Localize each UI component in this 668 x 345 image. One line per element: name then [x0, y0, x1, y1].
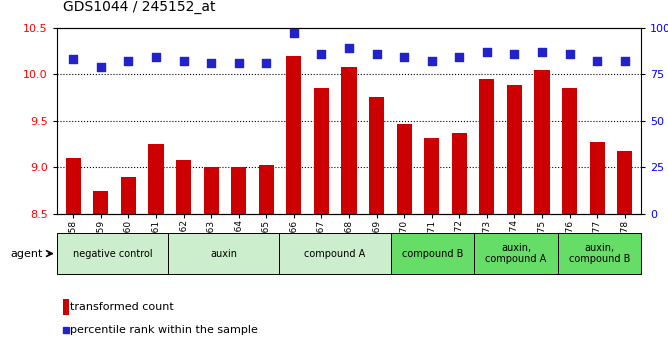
- Bar: [259, 165, 274, 214]
- Bar: [94, 190, 108, 214]
- Point: [371, 51, 382, 57]
- Point: [399, 55, 409, 60]
- Text: auxin,
compound B: auxin, compound B: [569, 243, 630, 264]
- Bar: [176, 160, 191, 214]
- Point: [316, 51, 327, 57]
- Text: compound B: compound B: [402, 249, 463, 258]
- Bar: [287, 56, 301, 214]
- Bar: [562, 88, 577, 214]
- Text: GDS1044 / 245152_at: GDS1044 / 245152_at: [63, 0, 216, 14]
- Bar: [617, 150, 633, 214]
- Bar: [63, 299, 69, 315]
- Point: [564, 51, 575, 57]
- FancyBboxPatch shape: [391, 233, 474, 274]
- Text: auxin,
compound A: auxin, compound A: [486, 243, 546, 264]
- Text: transformed count: transformed count: [71, 302, 174, 312]
- Bar: [507, 85, 522, 214]
- FancyBboxPatch shape: [474, 233, 558, 274]
- Bar: [231, 167, 246, 214]
- Point: [123, 58, 134, 64]
- FancyBboxPatch shape: [558, 233, 641, 274]
- Point: [536, 49, 547, 55]
- Text: auxin: auxin: [210, 249, 237, 258]
- Text: compound A: compound A: [305, 249, 366, 258]
- Bar: [452, 133, 467, 214]
- Text: percentile rank within the sample: percentile rank within the sample: [71, 325, 259, 335]
- Point: [619, 58, 630, 64]
- Text: negative control: negative control: [73, 249, 152, 258]
- Bar: [121, 177, 136, 214]
- Point: [151, 55, 162, 60]
- Point: [68, 57, 79, 62]
- Point: [482, 49, 492, 55]
- Point: [454, 55, 465, 60]
- Point: [206, 60, 216, 66]
- Point: [233, 60, 244, 66]
- Bar: [397, 124, 411, 214]
- Point: [592, 58, 603, 64]
- Point: [178, 58, 189, 64]
- Bar: [148, 144, 164, 214]
- FancyBboxPatch shape: [279, 233, 391, 274]
- Bar: [590, 142, 605, 214]
- Bar: [369, 97, 384, 214]
- Bar: [314, 88, 329, 214]
- Point: [96, 64, 106, 69]
- FancyBboxPatch shape: [168, 233, 279, 274]
- Point: [509, 51, 520, 57]
- Point: [289, 30, 299, 36]
- Bar: [341, 67, 357, 214]
- Point: [344, 45, 355, 51]
- Bar: [204, 167, 218, 214]
- Bar: [65, 158, 81, 214]
- Point: [426, 58, 437, 64]
- Point: [261, 60, 272, 66]
- Bar: [424, 138, 440, 214]
- Bar: [480, 79, 494, 214]
- Text: agent: agent: [11, 249, 43, 258]
- Bar: [534, 69, 550, 214]
- FancyBboxPatch shape: [57, 233, 168, 274]
